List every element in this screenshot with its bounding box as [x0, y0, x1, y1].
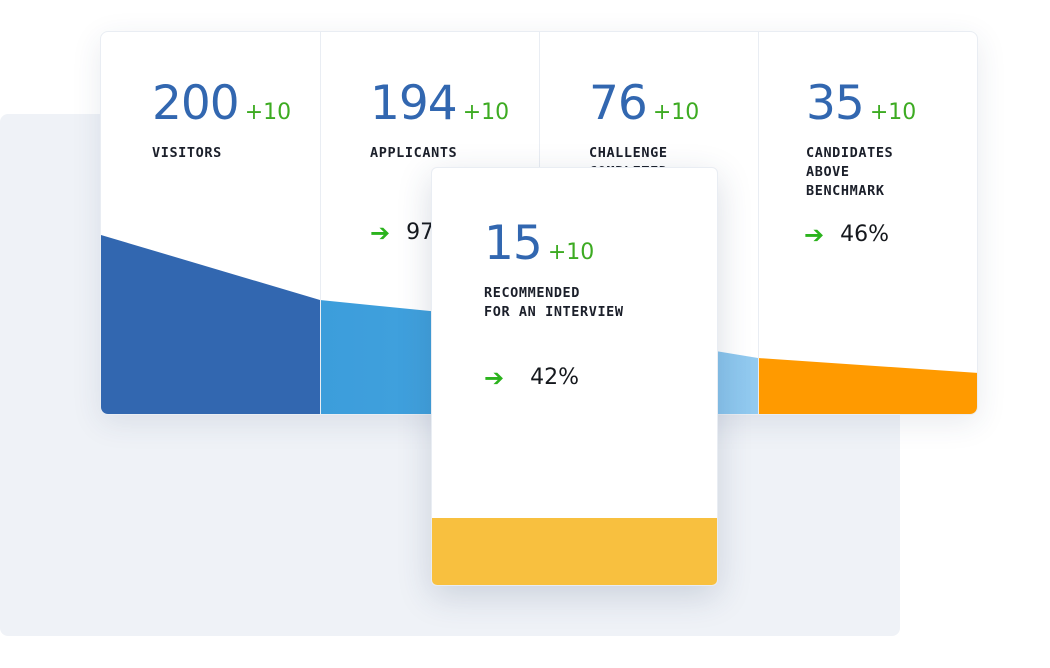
stage-count: 200 — [152, 76, 240, 131]
recommended-card: 15 +10 RECOMMENDED FOR AN INTERVIEW ➔ 42… — [431, 167, 718, 586]
stage-applicants: 194 +10 APPLICANTS — [370, 80, 509, 163]
stage-visitors: 200 +10 VISITORS — [152, 80, 291, 163]
stage-label: APPLICANTS — [370, 145, 458, 161]
stage-label: RECOMMENDED FOR AN INTERVIEW — [484, 285, 624, 320]
column-divider — [320, 32, 321, 414]
column-divider — [758, 32, 759, 414]
funnel-area-visitors — [101, 235, 320, 414]
conversion-rate: 46% — [840, 222, 890, 247]
stage-delta: +10 — [547, 240, 595, 265]
stage-count: 15 — [484, 216, 543, 271]
stage-count: 194 — [370, 76, 458, 131]
arrow-right-icon: ➔ — [370, 218, 391, 247]
stage-delta: +10 — [244, 100, 292, 125]
stage-rate-benchmark: ➔ 46% — [804, 222, 889, 247]
stage-label: CANDIDATES ABOVE BENCHMARK — [806, 145, 894, 199]
stage-delta: +10 — [652, 100, 700, 125]
stage-count: 76 — [589, 76, 648, 131]
stage-benchmark: 35 +10 CANDIDATES ABOVE BENCHMARK — [806, 80, 916, 201]
stage-rate-recommended: ➔ 42% — [484, 365, 579, 390]
arrow-right-icon: ➔ — [484, 363, 505, 392]
stage-delta: +10 — [869, 100, 917, 125]
stage-count: 35 — [806, 76, 865, 131]
recommended-bar — [432, 518, 717, 585]
stage-delta: +10 — [462, 100, 510, 125]
conversion-rate: 42% — [530, 365, 580, 390]
funnel-area-benchmark — [758, 358, 977, 414]
arrow-right-icon: ➔ — [804, 220, 825, 249]
stage-recommended: 15 +10 RECOMMENDED FOR AN INTERVIEW — [484, 220, 624, 322]
stage-label: VISITORS — [152, 145, 222, 161]
